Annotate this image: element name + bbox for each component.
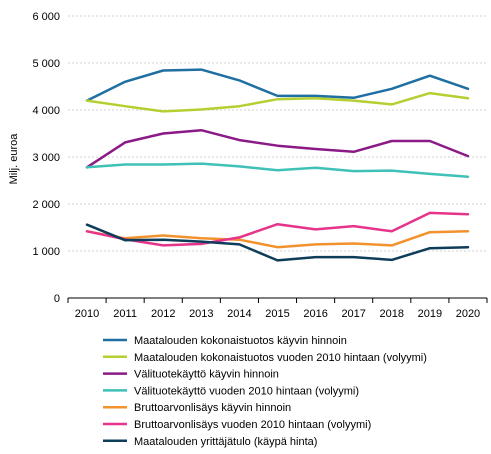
series-line — [85, 211, 470, 247]
series-line — [85, 162, 470, 178]
y-tick-label: 1 000 — [32, 246, 60, 258]
legend: Maatalouden kokonaistuotos käyvin hinnoi… — [103, 335, 427, 448]
series-line — [85, 230, 470, 249]
legend-item: Välituotekäyttö käyvin hinnoin — [103, 369, 279, 381]
x-tick-label: 2020 — [456, 308, 480, 320]
legend-label: Maatalouden kokonaistuotos vuoden 2010 h… — [134, 352, 427, 364]
legend-item: Bruttoarvonlisäys käyvin hinnoin — [103, 402, 291, 414]
series-line — [85, 91, 470, 113]
x-tick-label: 2015 — [265, 308, 289, 320]
x-tick-label: 2018 — [380, 308, 404, 320]
legend-label: Välituotekäyttö käyvin hinnoin — [134, 369, 279, 381]
series-line — [85, 128, 470, 169]
legend-label: Bruttoarvonlisäys käyvin hinnoin — [134, 402, 291, 414]
legend-label: Välituotekäyttö vuoden 2010 hintaan (vol… — [134, 385, 359, 397]
y-axis-title: Milj. euroa — [8, 133, 20, 185]
legend-label: Maatalouden yrittäjätulo (käypä hinta) — [134, 436, 317, 448]
y-tick-label: 3 000 — [32, 152, 60, 164]
series-line — [85, 223, 470, 262]
x-tick-label: 2019 — [418, 308, 442, 320]
y-axis: 0 1 000 2 000 3 000 4 000 5 000 6 000 — [32, 11, 60, 305]
y-tick-label: 2 000 — [32, 199, 60, 211]
legend-item: Bruttoarvonlisäys vuoden 2010 hintaan (v… — [103, 419, 371, 431]
x-tick-label: 2011 — [113, 308, 137, 320]
series-lines — [85, 68, 470, 262]
x-tick-label: 2014 — [227, 308, 251, 320]
series-line — [85, 68, 470, 102]
x-tick-label: 2012 — [151, 308, 175, 320]
x-tick-label: 2010 — [75, 308, 99, 320]
y-tick-label: 0 — [54, 293, 60, 305]
legend-item: Maatalouden kokonaistuotos käyvin hinnoi… — [103, 335, 347, 347]
x-axis: 2010 2011 2012 2013 2014 2015 2016 2017 2018 2019… — [67, 297, 488, 320]
x-tick-label: 2017 — [341, 308, 365, 320]
legend-item: Maatalouden kokonaistuotos vuoden 2010 h… — [103, 352, 427, 364]
x-tick-label: 2016 — [303, 308, 327, 320]
x-tick-label: 2013 — [189, 308, 213, 320]
legend-item: Välituotekäyttö vuoden 2010 hintaan (vol… — [103, 385, 359, 397]
y-tick-label: 5 000 — [32, 58, 60, 70]
legend-label: Maatalouden kokonaistuotos käyvin hinnoi… — [134, 335, 347, 347]
y-tick-label: 4 000 — [32, 105, 60, 117]
legend-item: Maatalouden yrittäjätulo (käypä hinta) — [103, 436, 317, 448]
y-tick-label: 6 000 — [32, 11, 60, 23]
legend-label: Bruttoarvonlisäys vuoden 2010 hintaan (v… — [134, 419, 371, 431]
